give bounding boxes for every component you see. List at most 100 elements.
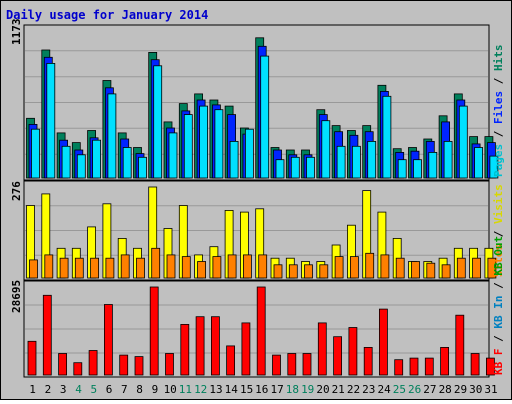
bar-kbf-day-11 <box>180 323 190 376</box>
bars <box>26 37 499 376</box>
x-label-day-21: 21 <box>332 383 345 396</box>
legend-separator: / <box>492 224 505 244</box>
bar-pages-day-4 <box>76 154 86 179</box>
bar-pages-day-10 <box>168 132 178 179</box>
bar-pages-day-12 <box>199 105 209 179</box>
bar-pages-day-17 <box>275 159 285 179</box>
bar-kbf-day-4 <box>73 362 83 376</box>
bar-sites-day-5 <box>90 257 99 279</box>
bar-sites-day-7 <box>120 254 130 279</box>
bar-kbf-day-21 <box>333 336 343 376</box>
bar-pages-day-15 <box>244 128 254 179</box>
panel2-legend: Sites / Visits <box>492 184 505 277</box>
x-label-day-15: 15 <box>240 383 253 396</box>
bar-sites-day-12 <box>197 261 207 279</box>
bar-pages-day-11 <box>183 114 193 179</box>
bar-kbf-day-28 <box>440 346 450 376</box>
panel3-legend: KB F / KB In / KB Out <box>492 236 505 375</box>
chart-title: Daily usage for January 2014 <box>6 8 208 22</box>
x-label-day-30: 30 <box>469 383 482 396</box>
bar-pages-day-7 <box>122 147 132 179</box>
bar-kbf-day-15 <box>241 322 251 376</box>
bar-sites-day-9 <box>151 247 161 279</box>
bar-pages-day-19 <box>306 156 315 179</box>
bar-sites-day-3 <box>59 257 69 279</box>
bar-kbf-day-18 <box>287 353 297 376</box>
panel-kbytes <box>23 280 490 378</box>
bar-pages-day-24 <box>382 95 392 179</box>
x-label-day-31: 31 <box>484 383 497 396</box>
x-label-day-25: 25 <box>393 383 406 396</box>
bar-kbf-day-14 <box>226 345 236 376</box>
bar-kbf-day-30 <box>470 353 480 376</box>
bar-sites-day-28 <box>441 264 451 279</box>
bar-kbf-day-26 <box>409 357 419 376</box>
bar-pages-day-5 <box>92 139 101 179</box>
bar-sites-day-27 <box>426 262 436 279</box>
bar-sites-day-16 <box>258 254 268 279</box>
panel-usage <box>23 24 490 181</box>
bar-pages-day-1 <box>31 128 40 179</box>
bar-pages-day-13 <box>214 109 224 179</box>
panel2-axis-max-label: 276 <box>10 181 23 201</box>
x-label-day-28: 28 <box>439 383 452 396</box>
panel1-axis-max-label: 1173 <box>10 19 23 46</box>
x-label-day-14: 14 <box>225 383 239 396</box>
bar-sites-day-31 <box>487 257 497 279</box>
bar-pages-day-29 <box>458 105 468 179</box>
bar-pages-day-6 <box>107 93 117 179</box>
bar-sites-day-21 <box>334 256 344 279</box>
panel1-legend: Pages / Files / Hits <box>492 45 505 178</box>
x-label-day-7: 7 <box>121 383 128 396</box>
bar-sites-day-11 <box>181 256 191 279</box>
legend-kb-out: KB Out <box>492 236 505 276</box>
bar-pages-day-18 <box>290 156 300 179</box>
x-label-day-3: 3 <box>60 383 67 396</box>
legend-kb-f: KB F <box>492 349 505 376</box>
x-label-day-24: 24 <box>377 383 391 396</box>
bar-sites-day-24 <box>380 254 390 279</box>
bar-sites-day-26 <box>411 261 420 279</box>
x-label-day-20: 20 <box>316 383 329 396</box>
bar-kbf-day-12 <box>195 316 205 376</box>
bar-sites-day-4 <box>74 257 84 279</box>
x-label-day-22: 22 <box>347 383 360 396</box>
bar-sites-day-10 <box>166 254 176 279</box>
bar-sites-day-18 <box>288 264 298 279</box>
bar-pages-day-2 <box>46 63 56 179</box>
bar-pages-day-22 <box>351 145 361 179</box>
x-label-day-19: 19 <box>301 383 314 396</box>
legend-separator: / <box>492 329 505 349</box>
x-label-day-2: 2 <box>45 383 52 396</box>
bar-kbf-day-27 <box>424 357 434 376</box>
bar-sites-day-19 <box>304 264 313 279</box>
x-label-day-8: 8 <box>136 383 143 396</box>
x-label-day-26: 26 <box>408 383 421 396</box>
bar-kbf-day-19 <box>302 353 312 376</box>
bar-kbf-day-8 <box>134 356 144 376</box>
bar-sites-day-6 <box>105 257 115 279</box>
x-label-day-10: 10 <box>164 383 177 396</box>
bar-sites-day-23 <box>365 252 375 279</box>
bar-pages-day-8 <box>138 156 147 179</box>
legend-visits: Visits <box>492 184 505 224</box>
bar-kbf-day-1 <box>27 340 37 376</box>
bar-pages-day-20 <box>321 120 331 179</box>
bar-sites-day-17 <box>273 264 283 279</box>
bar-sites-day-22 <box>349 256 359 279</box>
x-label-day-11: 11 <box>179 383 192 396</box>
bar-kbf-day-10 <box>165 353 174 376</box>
x-label-day-18: 18 <box>286 383 299 396</box>
bar-kbf-day-29 <box>455 314 465 376</box>
bar-kbf-day-2 <box>42 294 52 376</box>
bar-sites-day-14 <box>227 254 237 279</box>
bar-sites-day-30 <box>472 257 482 279</box>
x-label-day-9: 9 <box>152 383 159 396</box>
bar-kbf-day-5 <box>88 350 98 376</box>
legend-separator: / <box>492 124 505 144</box>
bar-pages-day-25 <box>397 159 407 179</box>
bar-pages-day-27 <box>428 151 438 179</box>
legend-files: Files <box>492 91 505 124</box>
legend-separator: / <box>492 276 505 296</box>
